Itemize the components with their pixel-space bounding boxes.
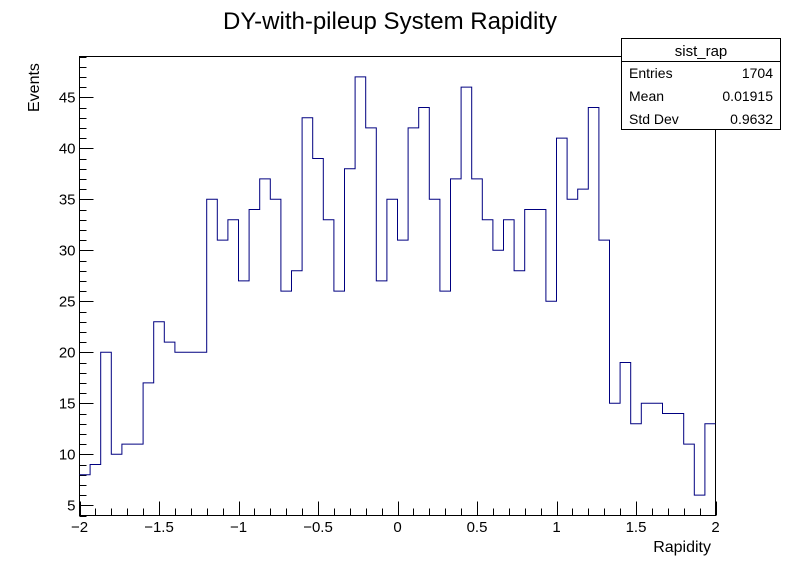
y-tick-label: 30 [59, 242, 76, 259]
stats-mean-value: 0.01915 [722, 88, 773, 104]
histogram-series-line [79, 76, 716, 496]
x-tick-label: 2 [711, 519, 719, 536]
y-axis-tick-labels: 5 10 15 20 25 30 35 40 45 [59, 89, 76, 514]
y-tick-label: 20 [59, 344, 76, 361]
x-tick-label: 1.5 [626, 519, 647, 536]
y-tick-label: 25 [59, 293, 76, 310]
stats-stddev-label: Std Dev [629, 111, 679, 127]
stats-box-frame [621, 38, 781, 130]
x-tick-label: −1 [230, 519, 247, 536]
stats-entries-label: Entries [629, 65, 673, 81]
stats-mean-label: Mean [629, 88, 664, 104]
x-axis-tick-labels: −2 −1.5 −1 −0.5 0 0.5 1 1.5 2 [71, 519, 720, 536]
chart-title: DY-with-pileup System Rapidity [223, 8, 557, 35]
x-tick-label: −0.5 [303, 519, 333, 536]
x-tick-label: 0.5 [467, 519, 488, 536]
y-tick-label: 45 [59, 89, 76, 106]
y-axis-label: Events [26, 63, 43, 112]
x-tick-label: −1.5 [144, 519, 174, 536]
x-axis-label: Rapidity [653, 539, 711, 556]
y-axis-ticks [79, 57, 94, 517]
y-tick-label: 15 [59, 395, 76, 412]
x-axis-ticks [80, 501, 717, 516]
plot-frame [79, 56, 716, 516]
stats-box: sist_rap Entries 1704 Mean 0.01915 Std D… [621, 38, 781, 130]
stats-box-title: sist_rap [675, 43, 728, 60]
y-tick-label: 10 [59, 446, 76, 463]
y-tick-label: 35 [59, 191, 76, 208]
y-tick-label: 5 [67, 497, 75, 514]
x-tick-label: 1 [552, 519, 560, 536]
y-tick-label: 40 [59, 140, 76, 157]
x-tick-label: 0 [393, 519, 401, 536]
stats-stddev-value: 0.9632 [730, 111, 773, 127]
stats-entries-value: 1704 [742, 65, 773, 81]
x-tick-label: −2 [71, 519, 88, 536]
